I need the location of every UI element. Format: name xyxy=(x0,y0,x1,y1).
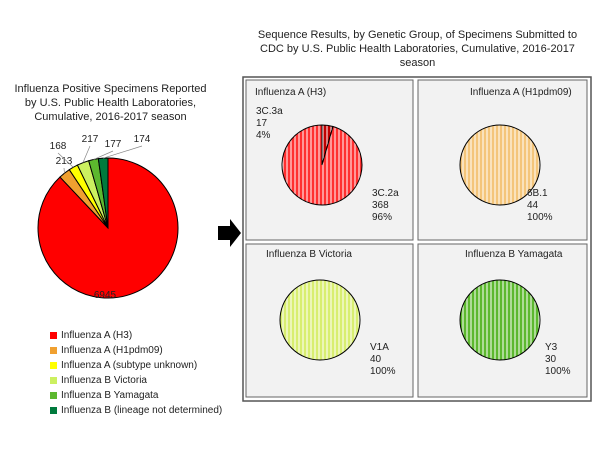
arrow xyxy=(218,219,241,247)
percent-label: 96% xyxy=(372,212,392,223)
percent-label: 100% xyxy=(370,366,396,377)
category-label: Y3 xyxy=(545,342,558,353)
pie-title: Influenza B Victoria xyxy=(266,249,352,260)
legend-swatch xyxy=(50,392,57,399)
pie-title: Influenza A (H1pdm09) xyxy=(470,87,572,98)
percent-label: 100% xyxy=(527,212,553,223)
category-label: V1A xyxy=(370,342,389,353)
pie-title: Influenza A (H3) xyxy=(255,87,326,98)
data-label: 30 xyxy=(545,354,557,365)
pie-title: Influenza B Yamagata xyxy=(465,249,563,260)
leader-line xyxy=(93,150,114,160)
legend-label: Influenza B (lineage not determined) xyxy=(61,405,222,416)
data-label: 168 xyxy=(50,141,67,152)
legend-swatch xyxy=(50,407,57,414)
legend-label: Influenza A (H1pdm09) xyxy=(61,345,163,356)
panel-title: Sequence Results, by Genetic Group, of S… xyxy=(257,29,578,69)
leader-line xyxy=(57,152,74,168)
data-label: 40 xyxy=(370,354,382,365)
pie-slice xyxy=(279,279,361,361)
data-label: 44 xyxy=(527,200,539,211)
legend-label: Influenza B Victoria xyxy=(61,375,147,386)
legend-label: Influenza A (subtype unknown) xyxy=(61,360,197,371)
legend-swatch xyxy=(50,332,57,339)
data-label: 177 xyxy=(105,139,122,150)
pie-slice xyxy=(459,124,541,206)
category-label: 6B.1 xyxy=(527,188,548,199)
category-label: 3C.3a xyxy=(256,106,283,117)
data-label: 217 xyxy=(82,134,99,145)
category-label: 3C.2a xyxy=(372,188,399,199)
chart-title: Influenza Positive Specimens Reported by… xyxy=(14,83,207,123)
percent-label: 100% xyxy=(545,366,571,377)
leader-line xyxy=(82,145,91,163)
data-label: 368 xyxy=(372,200,389,211)
leader-line xyxy=(103,145,143,159)
legend-swatch xyxy=(50,362,57,369)
pie-slice xyxy=(459,279,541,361)
data-label: 213 xyxy=(56,156,73,167)
data-label: 174 xyxy=(134,134,151,145)
legend-swatch xyxy=(50,347,57,354)
pie-slice xyxy=(281,124,363,206)
data-label: 6945 xyxy=(94,290,117,301)
legend-swatch xyxy=(50,377,57,384)
legend-label: Influenza B Yamagata xyxy=(61,390,159,401)
legend-label: Influenza A (H3) xyxy=(61,330,132,341)
percent-label: 4% xyxy=(256,130,271,141)
data-label: 17 xyxy=(256,118,268,129)
